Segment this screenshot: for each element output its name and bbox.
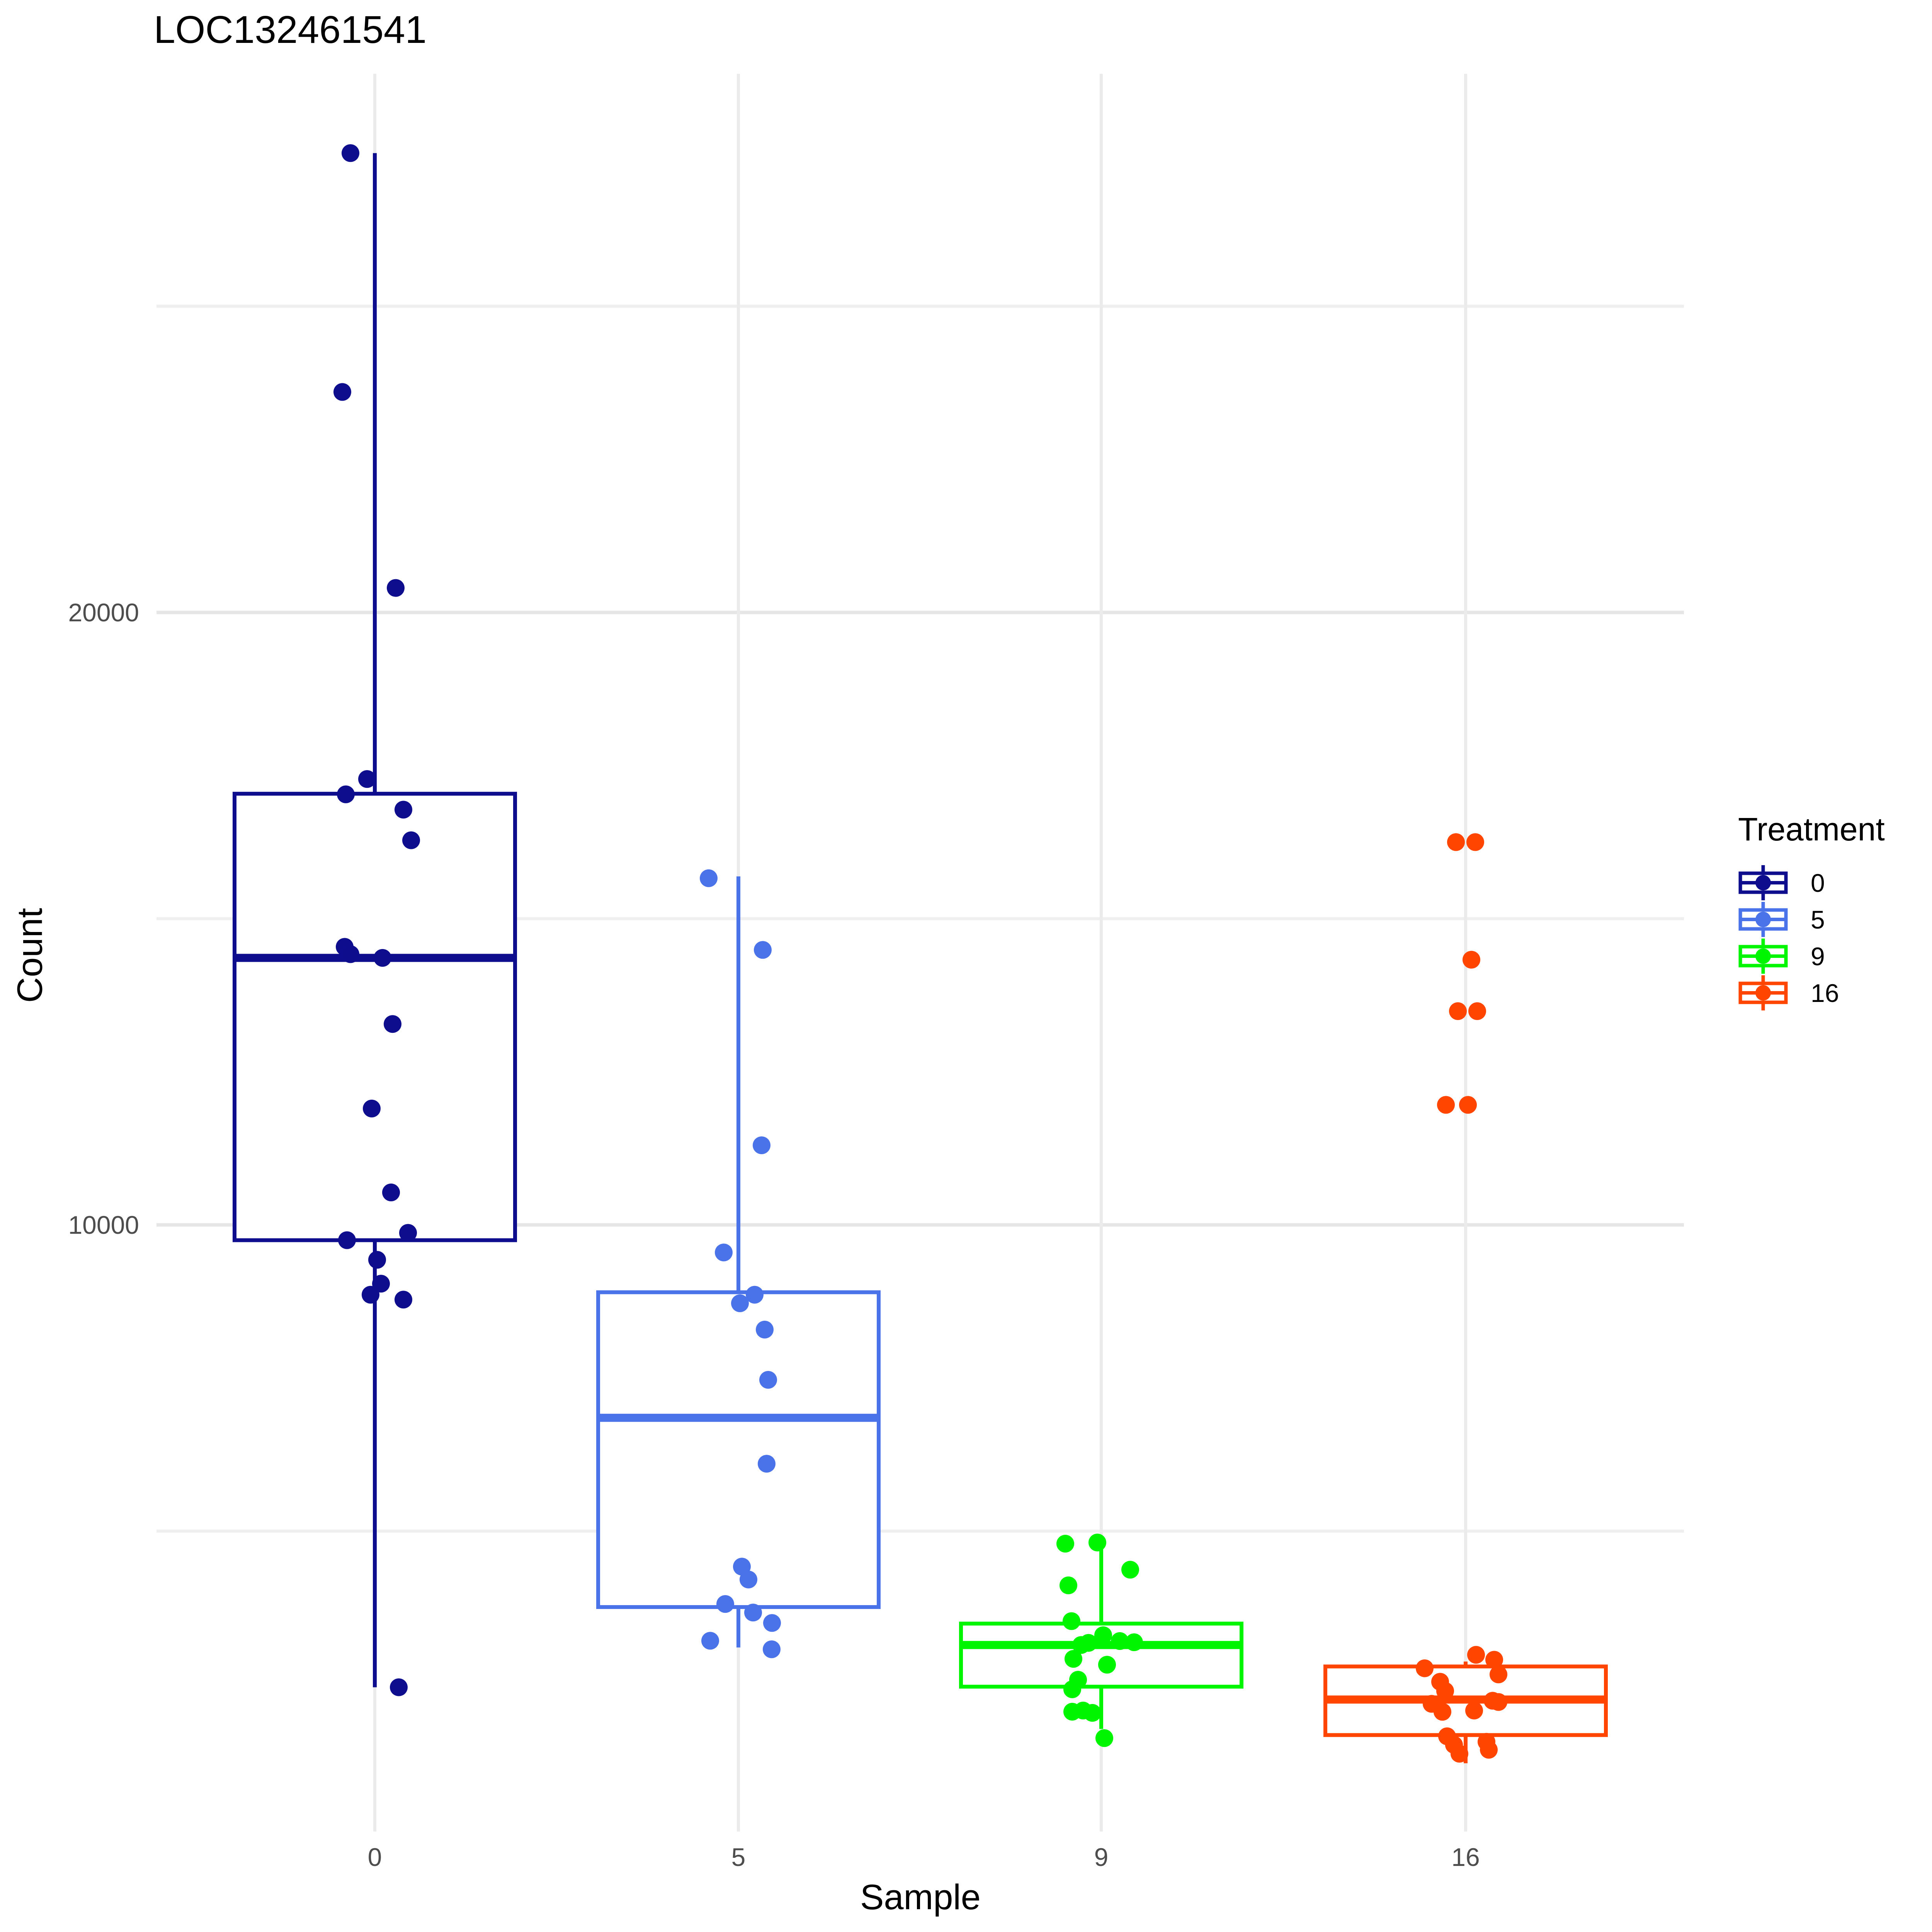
jitter-point-0 — [372, 1275, 390, 1293]
jitter-point-0 — [368, 1251, 386, 1269]
box-0 — [233, 792, 517, 1242]
jitter-point-16 — [1490, 1693, 1507, 1711]
jitter-point-9 — [1098, 1656, 1116, 1674]
jitter-point-5 — [716, 1595, 734, 1613]
jitter-point-9 — [1111, 1632, 1129, 1650]
jitter-point-16 — [1436, 1682, 1454, 1700]
jitter-point-9 — [1121, 1561, 1139, 1579]
jitter-point-5 — [759, 1371, 777, 1389]
legend-key-row: 9 — [1738, 938, 1885, 975]
jitter-point-0 — [374, 949, 391, 967]
x-tick-label: 5 — [731, 1843, 746, 1871]
jitter-point-0 — [402, 831, 420, 849]
jitter-point-9 — [1083, 1704, 1101, 1722]
chart-title: LOC132461541 — [154, 8, 427, 51]
jitter-point-9 — [1063, 1612, 1080, 1630]
jitter-point-9 — [1094, 1626, 1112, 1644]
jitter-point-5 — [746, 1286, 764, 1304]
legend-key-label: 9 — [1811, 942, 1825, 971]
jitter-point-16 — [1447, 833, 1465, 851]
legend-boxplot-glyph — [1738, 939, 1788, 974]
jitter-point-9 — [1125, 1633, 1143, 1651]
jitter-point-16 — [1485, 1651, 1503, 1669]
jitter-point-5 — [744, 1604, 762, 1622]
jitter-point-0 — [358, 770, 376, 788]
jitter-point-16 — [1449, 1002, 1467, 1020]
jitter-point-0 — [342, 945, 359, 963]
jitter-point-0 — [387, 579, 405, 597]
legend-key-row: 16 — [1738, 975, 1885, 1011]
legend-boxplot-glyph — [1738, 902, 1788, 937]
legend-key-label: 0 — [1811, 868, 1825, 897]
box-9 — [959, 1621, 1243, 1689]
jitter-point-16 — [1463, 951, 1480, 969]
jitter-point-9 — [1072, 1636, 1090, 1654]
jitter-point-16 — [1434, 1703, 1451, 1721]
jitter-point-5 — [715, 1243, 733, 1262]
box-5 — [596, 1290, 881, 1609]
jitter-point-0 — [399, 1224, 417, 1242]
legend-key-label: 5 — [1811, 905, 1825, 934]
jitter-point-9 — [1095, 1729, 1113, 1747]
jitter-point-16 — [1416, 1659, 1434, 1677]
jitter-point-0 — [342, 144, 359, 162]
x-tick-label: 9 — [1094, 1843, 1109, 1871]
jitter-point-9 — [1063, 1680, 1081, 1698]
legend-key-row: 0 — [1738, 864, 1885, 901]
jitter-point-5 — [756, 1321, 774, 1339]
jitter-point-16 — [1480, 1741, 1498, 1759]
jitter-point-5 — [700, 869, 718, 887]
jitter-point-0 — [390, 1678, 408, 1696]
jitter-point-5 — [758, 1455, 776, 1473]
jitter-point-9 — [1060, 1576, 1077, 1594]
jitter-point-9 — [1065, 1650, 1082, 1668]
y-tick-label: 20000 — [68, 598, 139, 627]
jitter-point-5 — [701, 1632, 719, 1650]
legend-boxplot-glyph — [1738, 865, 1788, 900]
jitter-point-5 — [753, 1136, 770, 1154]
jitter-point-16 — [1459, 1096, 1477, 1114]
x-tick-label: 16 — [1451, 1843, 1480, 1871]
jitter-point-9 — [1056, 1534, 1074, 1553]
y-tick-label: 10000 — [68, 1211, 139, 1239]
jitter-point-16 — [1490, 1665, 1507, 1684]
y-axis-title: Count — [10, 908, 50, 1003]
x-axis-title: Sample — [860, 1878, 981, 1917]
x-tick-label: 0 — [367, 1843, 382, 1871]
legend: Treatment 0 5 9 16 — [1738, 811, 1885, 1011]
jitter-point-9 — [1063, 1702, 1081, 1721]
jitter-point-0 — [333, 383, 351, 401]
jitter-point-16 — [1465, 1701, 1483, 1719]
jitter-point-0 — [338, 1231, 356, 1249]
jitter-point-16 — [1468, 1002, 1486, 1020]
jitter-point-0 — [362, 1286, 379, 1304]
jitter-point-5 — [754, 941, 772, 959]
jitter-point-5 — [740, 1570, 757, 1588]
jitter-point-0 — [363, 1099, 381, 1117]
jitter-point-0 — [384, 1015, 401, 1033]
jitter-point-5 — [763, 1640, 781, 1658]
legend-boxplot-glyph — [1738, 975, 1788, 1010]
legend-title: Treatment — [1738, 811, 1885, 847]
jitter-point-16 — [1466, 833, 1484, 851]
jitter-point-16 — [1451, 1745, 1468, 1763]
jitter-point-0 — [337, 785, 355, 803]
jitter-point-16 — [1437, 1096, 1455, 1114]
jitter-point-5 — [731, 1294, 749, 1312]
jitter-point-0 — [395, 1291, 412, 1309]
jitter-point-5 — [763, 1614, 781, 1632]
jitter-point-16 — [1467, 1646, 1485, 1664]
legend-rows: 0 5 9 16 — [1738, 864, 1885, 1011]
legend-key-label: 16 — [1811, 978, 1839, 1007]
jitter-point-0 — [382, 1183, 400, 1201]
jitter-point-0 — [395, 801, 412, 819]
jitter-point-9 — [1088, 1533, 1106, 1551]
legend-key-row: 5 — [1738, 901, 1885, 938]
